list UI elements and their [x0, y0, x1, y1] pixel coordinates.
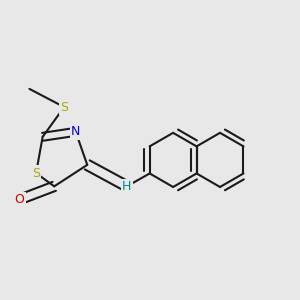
Text: N: N [71, 125, 80, 138]
Text: H: H [122, 180, 132, 193]
Text: S: S [32, 167, 40, 180]
Text: O: O [15, 193, 25, 206]
Text: S: S [60, 100, 68, 114]
